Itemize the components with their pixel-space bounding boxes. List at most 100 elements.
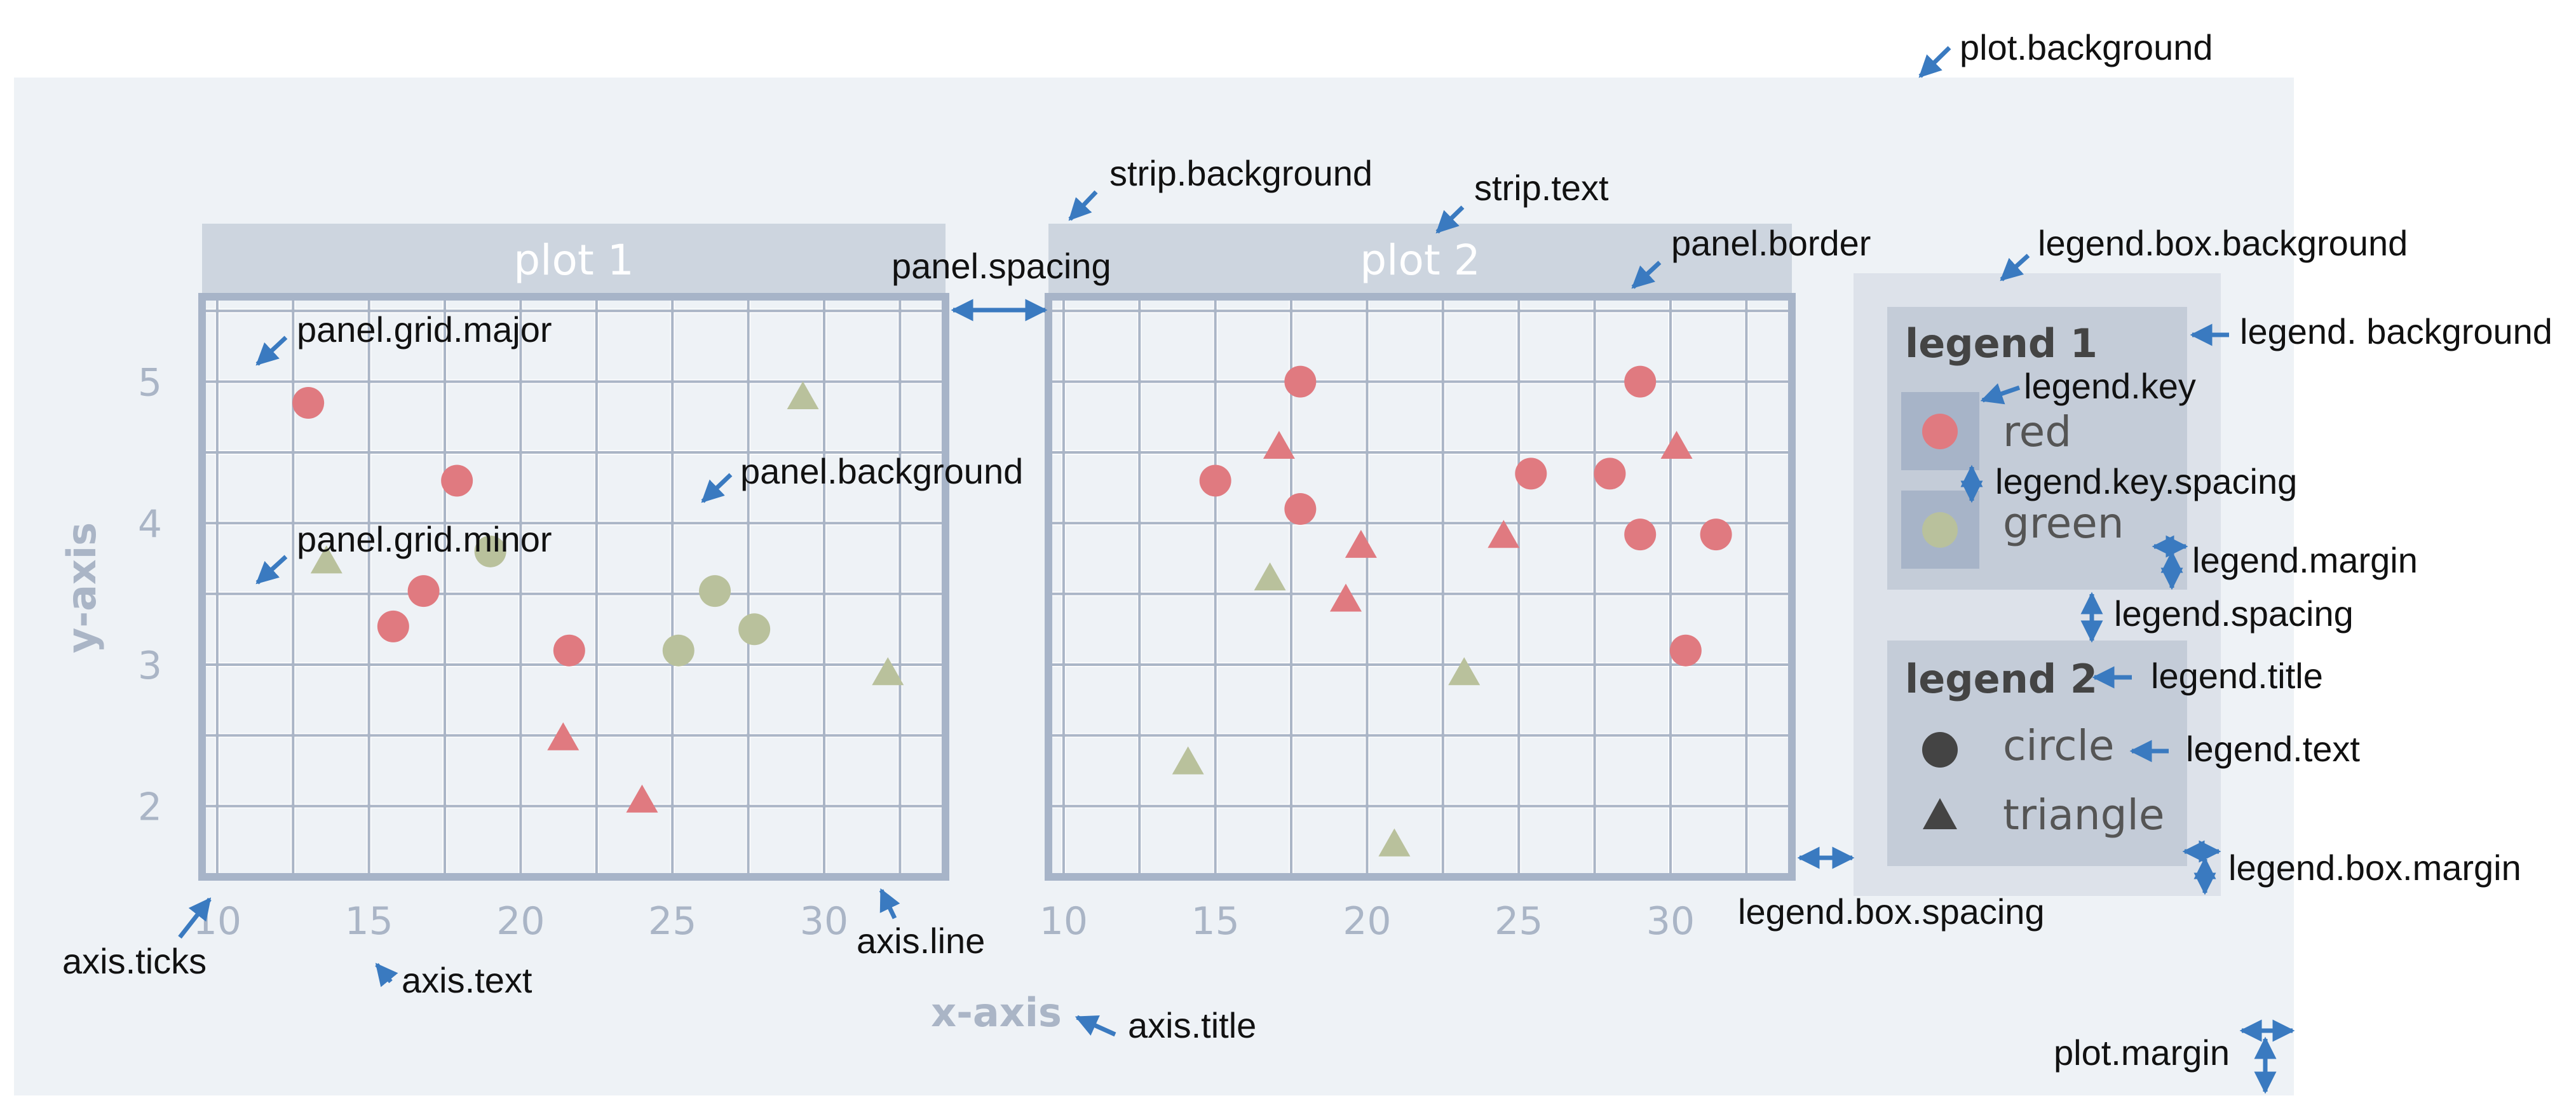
ann-legend-key-spacing: legend.key.spacing (1995, 461, 2297, 501)
x-tick-label: 20 (1343, 899, 1391, 944)
x-tick-label: 20 (496, 899, 545, 944)
point-green-circle (699, 575, 731, 607)
point-red-circle (1284, 493, 1317, 525)
ann-legend-background: legend. background (2240, 311, 2552, 351)
ann-legend-title: legend.title (2151, 656, 2323, 696)
arrow-axis-text (375, 963, 398, 987)
point-red-circle (1199, 464, 1231, 497)
panel-background (202, 297, 946, 877)
arrow-panel-background (701, 473, 733, 503)
ann-axis-title: axis.title (1128, 1005, 1256, 1045)
annotation-arrows (178, 46, 2295, 1094)
strip-text-2: plot 2 (1360, 236, 1480, 285)
legend-1-label-green: green (2003, 499, 2124, 548)
x-tick-label: 10 (1040, 899, 1088, 944)
arrow-plot-background (1918, 46, 1951, 78)
point-red-circle (1594, 458, 1626, 490)
point-red-circle (407, 575, 440, 607)
ann-panel-spacing: panel.spacing (891, 246, 1111, 286)
point-green-triangle (1172, 746, 1204, 775)
x-tick-label: 15 (344, 899, 393, 944)
arrow-legend-box-background (2000, 254, 2030, 281)
point-red-triangle (1263, 430, 1295, 459)
ann-panel-background: panel.background (740, 451, 1023, 491)
ann-legend-box-margin: legend.box.margin (2228, 848, 2521, 888)
strip-background-2 (1048, 224, 1792, 295)
legend-2-title: legend 2 (1905, 656, 2098, 702)
ann-legend-margin: legend.margin (2192, 540, 2418, 580)
x-tick-label: 25 (648, 899, 696, 944)
legend-key-green-point (1922, 512, 1958, 548)
arrow-axis-title (1074, 1015, 1116, 1037)
ann-plot-margin: plot.margin (2054, 1033, 2230, 1073)
legend-key-red-point (1922, 414, 1958, 449)
legend-2-label-triangle: triangle (2003, 790, 2164, 839)
ann-legend-key: legend.key (2024, 366, 2196, 406)
panel-border (1045, 293, 1796, 881)
strip-text-1: plot 1 (513, 236, 634, 285)
x-tick-label: 25 (1495, 899, 1543, 944)
x-tick-label: 30 (1646, 899, 1695, 944)
ann-strip-text: strip.text (1474, 168, 1609, 208)
point-red-circle (553, 634, 585, 667)
point-red-triangle (1488, 520, 1520, 548)
y-tick-label: 2 (138, 785, 162, 830)
point-green-triangle (787, 381, 819, 410)
point-red-triangle (1660, 430, 1693, 459)
y-tick-label: 3 (138, 644, 162, 688)
point-red-triangle (1345, 529, 1377, 558)
arrow-axis-ticks (178, 897, 212, 939)
arrow-panel-grid-minor (255, 555, 288, 585)
ann-legend-text: legend.text (2186, 729, 2360, 769)
x-tick-label: 10 (193, 899, 241, 944)
arrow-strip-text (1435, 205, 1465, 234)
point-green-circle (738, 613, 771, 646)
arrow-panel-grid-major (255, 336, 288, 366)
legend-key-triangle-shape (1923, 798, 1957, 829)
ann-axis-ticks: axis.ticks (62, 941, 207, 981)
ann-strip-background: strip.background (1109, 153, 1373, 193)
x-axis-title: x-axis (931, 989, 1062, 1036)
y-tick-label: 5 (138, 361, 162, 405)
point-red-triangle (626, 784, 658, 813)
point-green-triangle (872, 657, 904, 686)
annotations: plot.background strip.background strip.t… (62, 27, 2552, 1073)
point-green-circle (662, 634, 695, 667)
strip-background-1 (202, 224, 946, 295)
point-red-triangle (1330, 583, 1362, 612)
legend-1-title: legend 1 (1905, 320, 2098, 367)
point-red-circle (1624, 365, 1657, 398)
point-red-triangle (547, 722, 580, 750)
panel-background (1048, 297, 1792, 877)
arrow-panel-border (1631, 261, 1662, 289)
panel-border (198, 293, 949, 881)
ann-plot-background: plot.background (1960, 27, 2213, 67)
ann-panel-grid-minor: panel.grid.minor (297, 519, 552, 559)
point-red-circle (1284, 365, 1317, 398)
x-tick-label: 30 (800, 899, 848, 944)
ann-legend-box-background: legend.box.background (2038, 223, 2408, 263)
legend-2-label-circle: circle (2003, 721, 2115, 770)
point-green-triangle (1378, 828, 1411, 857)
ann-legend-spacing: legend.spacing (2114, 593, 2354, 634)
ann-panel-border: panel.border (1671, 223, 1871, 263)
ann-legend-box-spacing: legend.box.spacing (1738, 891, 2045, 932)
legend-key-circle-shape (1922, 732, 1958, 768)
x-tick-label: 15 (1191, 899, 1239, 944)
y-axis-title: y-axis (58, 522, 105, 653)
arrow-axis-line (879, 888, 900, 919)
point-red-circle (292, 387, 325, 419)
ann-axis-text: axis.text (402, 960, 532, 1000)
point-green-triangle (1448, 657, 1481, 686)
point-green-circle (474, 535, 506, 567)
point-red-circle (1624, 519, 1657, 551)
point-red-circle (1700, 519, 1732, 551)
y-tick-label: 4 (138, 502, 162, 546)
point-green-triangle (1254, 562, 1286, 591)
arrow-legend-key (1980, 383, 2021, 405)
arrow-strip-background (1068, 190, 1098, 221)
legend-1-label-red: red (2003, 407, 2071, 456)
ann-panel-grid-major: panel.grid.major (297, 309, 552, 349)
point-red-circle (377, 610, 409, 642)
